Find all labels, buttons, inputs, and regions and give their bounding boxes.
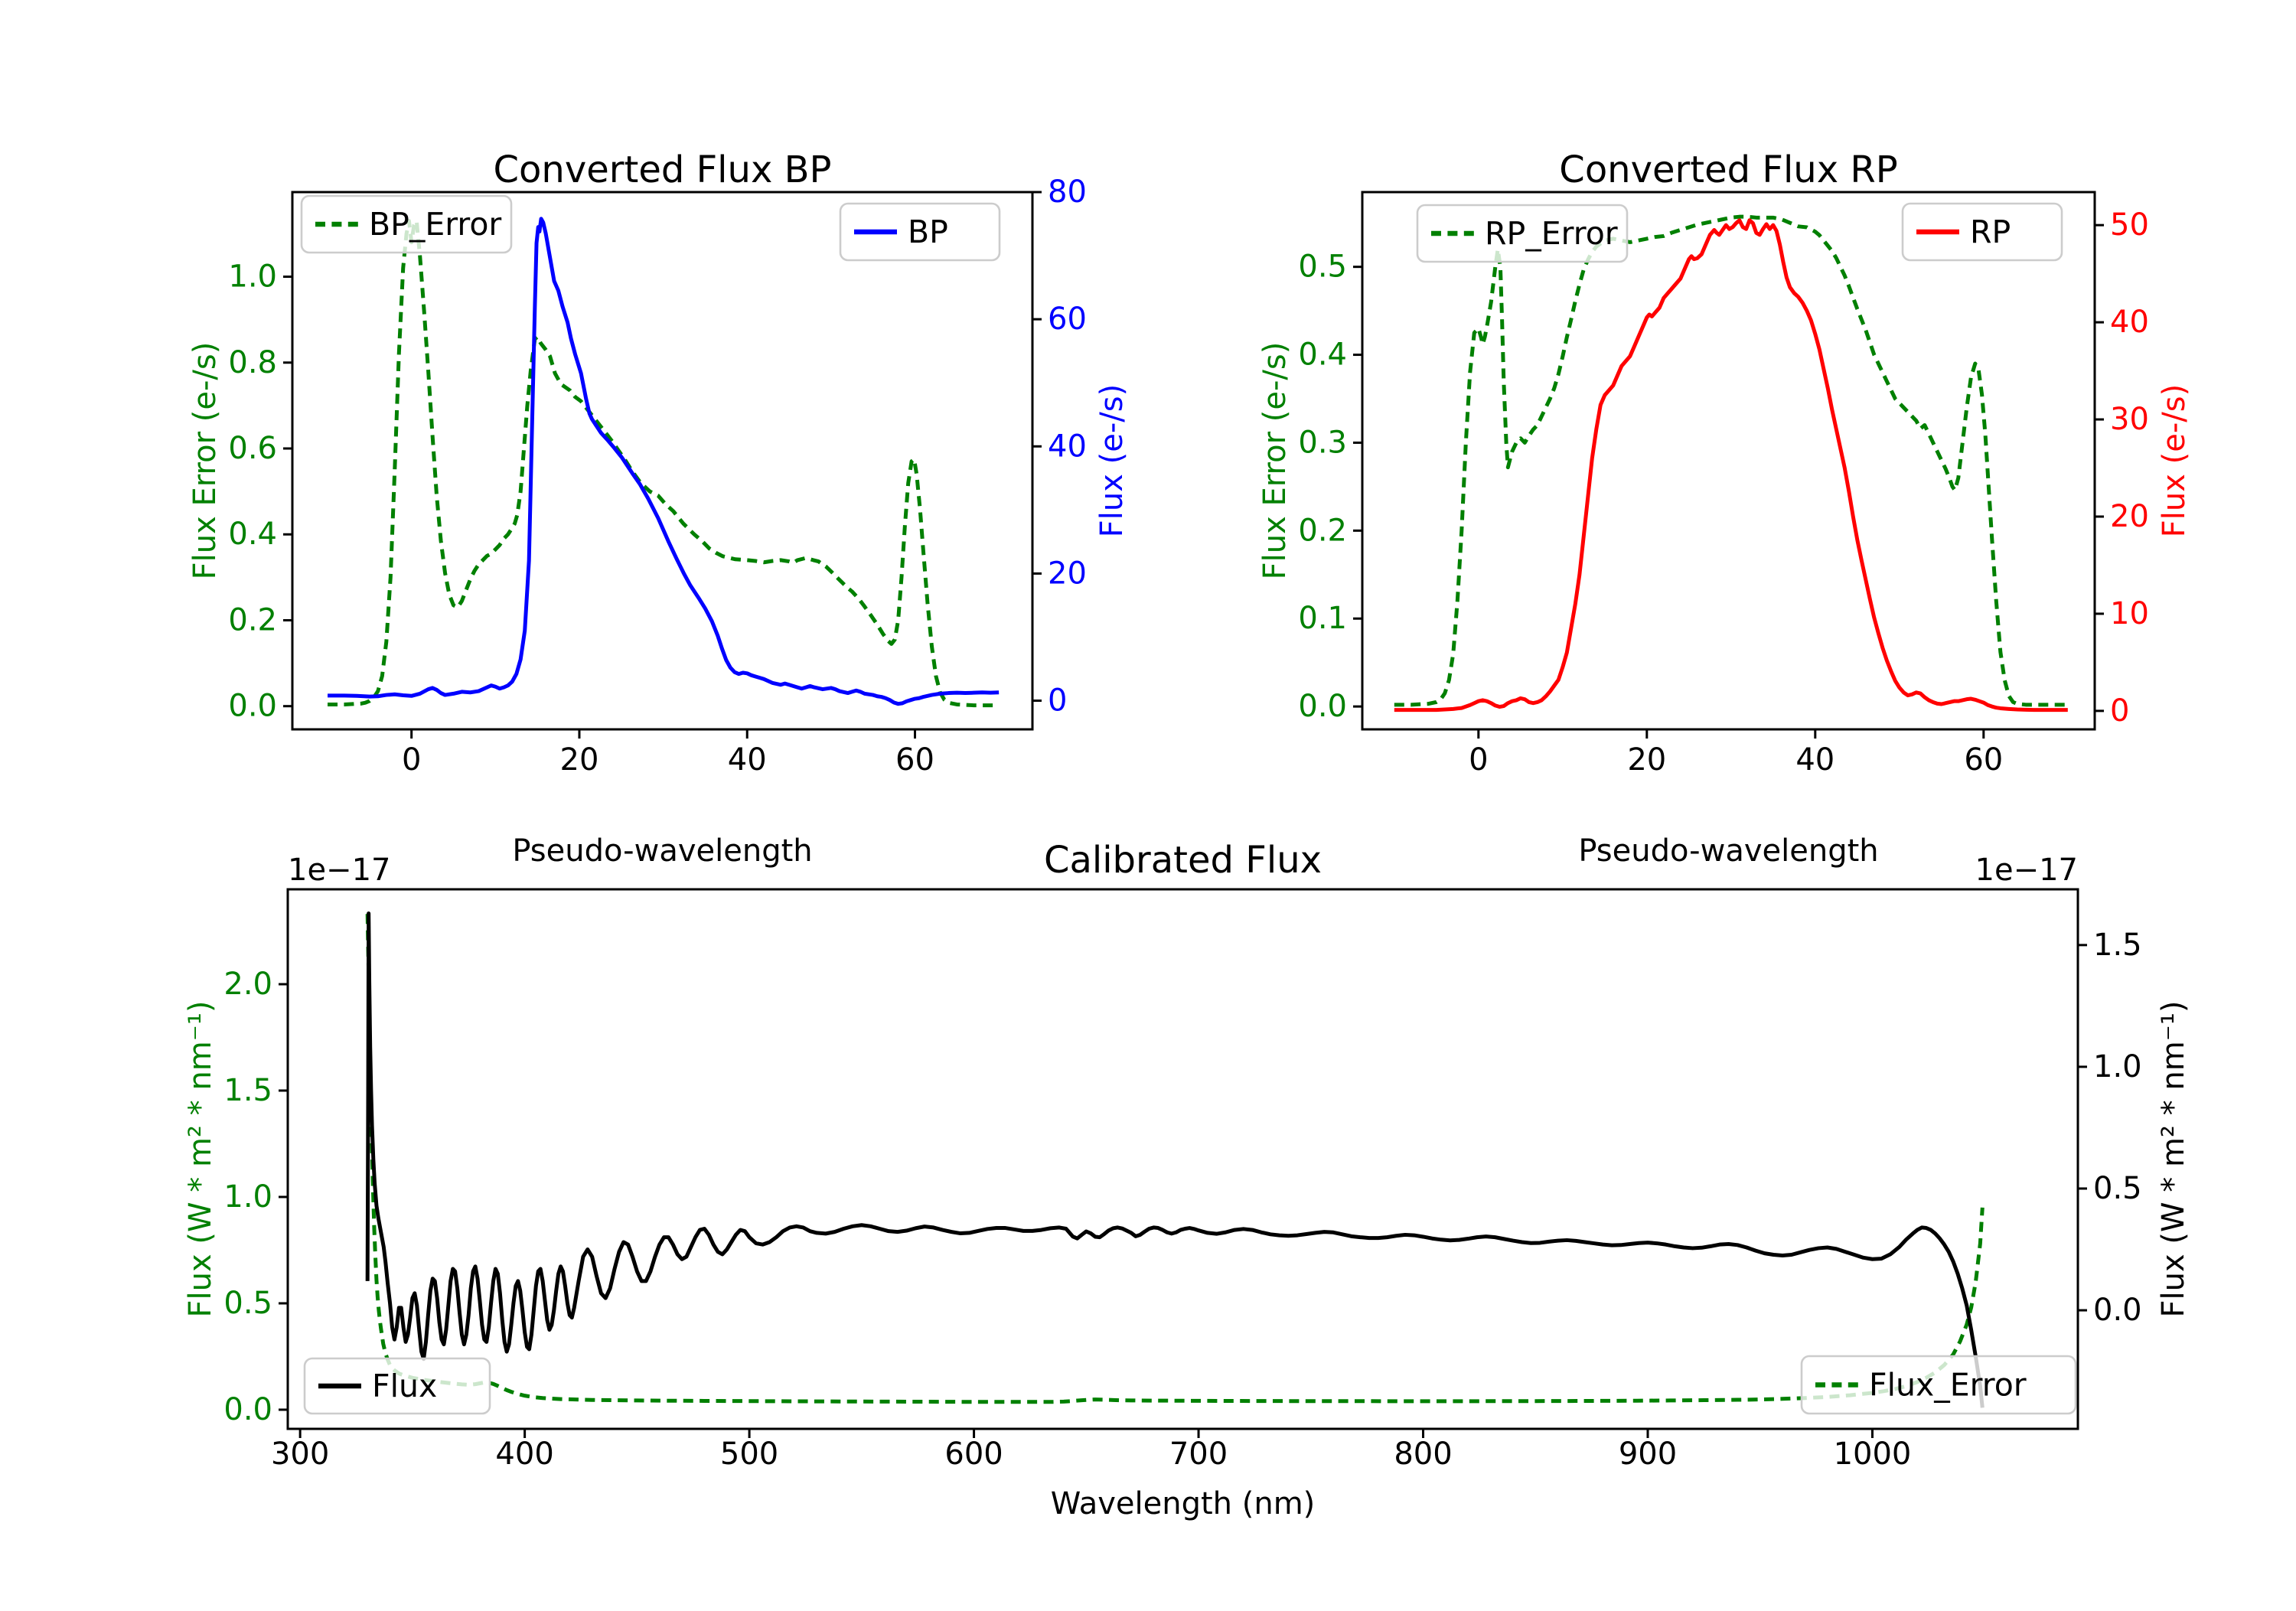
- rp-curve: [1394, 218, 2068, 713]
- y-tick-label-right: 60: [1048, 302, 1087, 337]
- x-tick-label: 500: [720, 1437, 778, 1472]
- y-axis-label-right: Flux (W * m² * nm⁻¹): [2156, 1001, 2191, 1318]
- y-tick-label-right: 30: [2110, 402, 2149, 437]
- y-tick-label-left: 0.0: [228, 689, 277, 724]
- plot-area-rp: 0 20 40 60 0.0 0.1 0.2 0.3 0.4 0.5 0 10 20 30 40 50 RP_E…: [1298, 191, 2149, 778]
- legend-box: [1416, 204, 1629, 263]
- y-tick-label-left: 0.2: [228, 602, 277, 638]
- y-tick-label-left: 1.0: [223, 1179, 272, 1215]
- legend-box: [303, 1357, 491, 1415]
- y-tick-label-right: 40: [2110, 305, 2149, 340]
- y-tick-label-right: 10: [2110, 596, 2149, 631]
- legend-label: BP_Error: [369, 206, 501, 243]
- y-axis-offset-right: 1e−17: [1975, 853, 2078, 888]
- x-axis-label: Pseudo-wavelength: [512, 833, 812, 869]
- x-tick-label: 900: [1619, 1437, 1677, 1472]
- y-axis-label-left: Flux Error (e-/s): [188, 342, 223, 580]
- y-tick-label-left: 0.5: [223, 1286, 272, 1321]
- x-tick-label: 0: [1469, 742, 1488, 778]
- y-tick-label-left: 0.0: [1298, 689, 1347, 724]
- y-tick-label-right: 0.0: [2093, 1293, 2142, 1328]
- y-tick-label-left: 0.6: [228, 431, 277, 466]
- chart-title: Converted Flux RP: [1559, 148, 1897, 191]
- y-tick-label-left: 0.5: [1298, 249, 1347, 285]
- x-tick-label: 20: [1627, 742, 1666, 778]
- y-tick-label-left: 0.4: [228, 517, 277, 552]
- y-axis-label-right: Flux (e-/s): [2157, 384, 2192, 537]
- y-tick-label-right: 0.5: [2093, 1171, 2142, 1206]
- y-tick-label-right: 40: [1048, 429, 1087, 464]
- y-tick-label-right: 0: [2110, 693, 2129, 729]
- legend-rp: RP: [1901, 202, 2063, 262]
- chart-calibrated-flux: Calibrated Flux 1e−17 1e−17 Wavelength (…: [183, 839, 2191, 1521]
- y-tick-label-right: 80: [1048, 174, 1087, 210]
- legend-flux-error: Flux_Error: [1800, 1355, 2077, 1415]
- y-axis-label-left: Flux (W * m² * nm⁻¹): [183, 1001, 218, 1318]
- y-tick-label-left: 0.0: [223, 1392, 272, 1427]
- y-tick-label-left: 0.1: [1298, 601, 1347, 636]
- legend-box: [839, 202, 1001, 262]
- y-axis-label-left: Flux Error (e-/s): [1257, 342, 1293, 580]
- y-axis-offset-left: 1e−17: [288, 853, 390, 888]
- y-tick-label-right: 0: [1048, 683, 1067, 719]
- x-axis-label: Pseudo-wavelength: [1578, 833, 1878, 869]
- y-tick-label-right: 20: [1048, 556, 1087, 591]
- x-tick-label: 60: [895, 742, 934, 778]
- x-tick-label: 400: [495, 1437, 553, 1472]
- axes-spines: [286, 888, 2079, 1430]
- legend-box: [1800, 1355, 2077, 1415]
- y-tick-label-right: 1.5: [2093, 928, 2142, 963]
- x-tick-label: 1000: [1834, 1437, 1912, 1472]
- legend-label: RP: [1970, 214, 2011, 250]
- y-axis-label-right: Flux (e-/s): [1094, 384, 1130, 537]
- legend-flux: Flux: [303, 1357, 491, 1415]
- legend-label: Flux: [372, 1368, 437, 1404]
- x-tick-label: 40: [1795, 742, 1835, 778]
- axes-spines: [291, 191, 1034, 731]
- chart-title: Calibrated Flux: [1044, 839, 1322, 882]
- bp-error-curve: [328, 219, 1000, 708]
- y-tick-label-right: 1.0: [2093, 1049, 2142, 1084]
- plot-area-cal: 300 400 500 600 700 800 900 1000 0.0 0.5 1.0 1.5 2.0…: [223, 888, 2142, 1472]
- plot-area-bp: 0 20 40 60 0.0 0.2 0.4 0.6 0.8 1.0 0 20 40 60 80 BP_Err…: [228, 174, 1087, 778]
- legend-bp-error: BP_Error: [300, 194, 513, 254]
- legend-rp-error: RP_Error: [1416, 204, 1629, 263]
- y-tick-label-left: 1.0: [228, 259, 277, 295]
- y-tick-label-left: 1.5: [223, 1073, 272, 1108]
- x-tick-label: 40: [728, 742, 767, 778]
- y-tick-label-left: 0.3: [1298, 425, 1347, 460]
- legend-box: [300, 194, 513, 254]
- legend-label: BP: [908, 214, 948, 250]
- y-tick-label-right: 20: [2110, 499, 2149, 534]
- y-tick-label-left: 0.8: [228, 345, 277, 380]
- flux-curve: [365, 911, 1985, 1408]
- x-tick-label: 0: [402, 742, 421, 778]
- legend-bp: BP: [839, 202, 1001, 262]
- x-axis-label: Wavelength (nm): [1051, 1486, 1316, 1521]
- y-tick-label-right: 50: [2110, 207, 2149, 243]
- chart-converted-flux-rp: Converted Flux RP Pseudo-wavelength Flux…: [1257, 148, 2192, 869]
- axes-spines: [1361, 191, 2096, 731]
- legend-box: [1901, 202, 2063, 262]
- chart-converted-flux-bp: Converted Flux BP Pseudo-wavelength Flux…: [188, 148, 1130, 869]
- x-tick-label: 700: [1169, 1437, 1228, 1472]
- chart-title: Converted Flux BP: [494, 148, 832, 191]
- legend-label: Flux_Error: [1869, 1367, 2027, 1404]
- x-tick-label: 600: [944, 1437, 1003, 1472]
- x-tick-label: 300: [271, 1437, 329, 1472]
- x-tick-label: 20: [560, 742, 599, 778]
- bp-curve: [328, 217, 1000, 706]
- x-tick-label: 800: [1394, 1437, 1452, 1472]
- y-tick-label-left: 0.4: [1298, 338, 1347, 373]
- y-tick-label-left: 0.2: [1298, 513, 1347, 548]
- y-tick-label-left: 2.0: [223, 967, 272, 1002]
- x-tick-label: 60: [1964, 742, 2003, 778]
- legend-label: RP_Error: [1485, 215, 1618, 252]
- rp-error-curve: [1394, 214, 2068, 707]
